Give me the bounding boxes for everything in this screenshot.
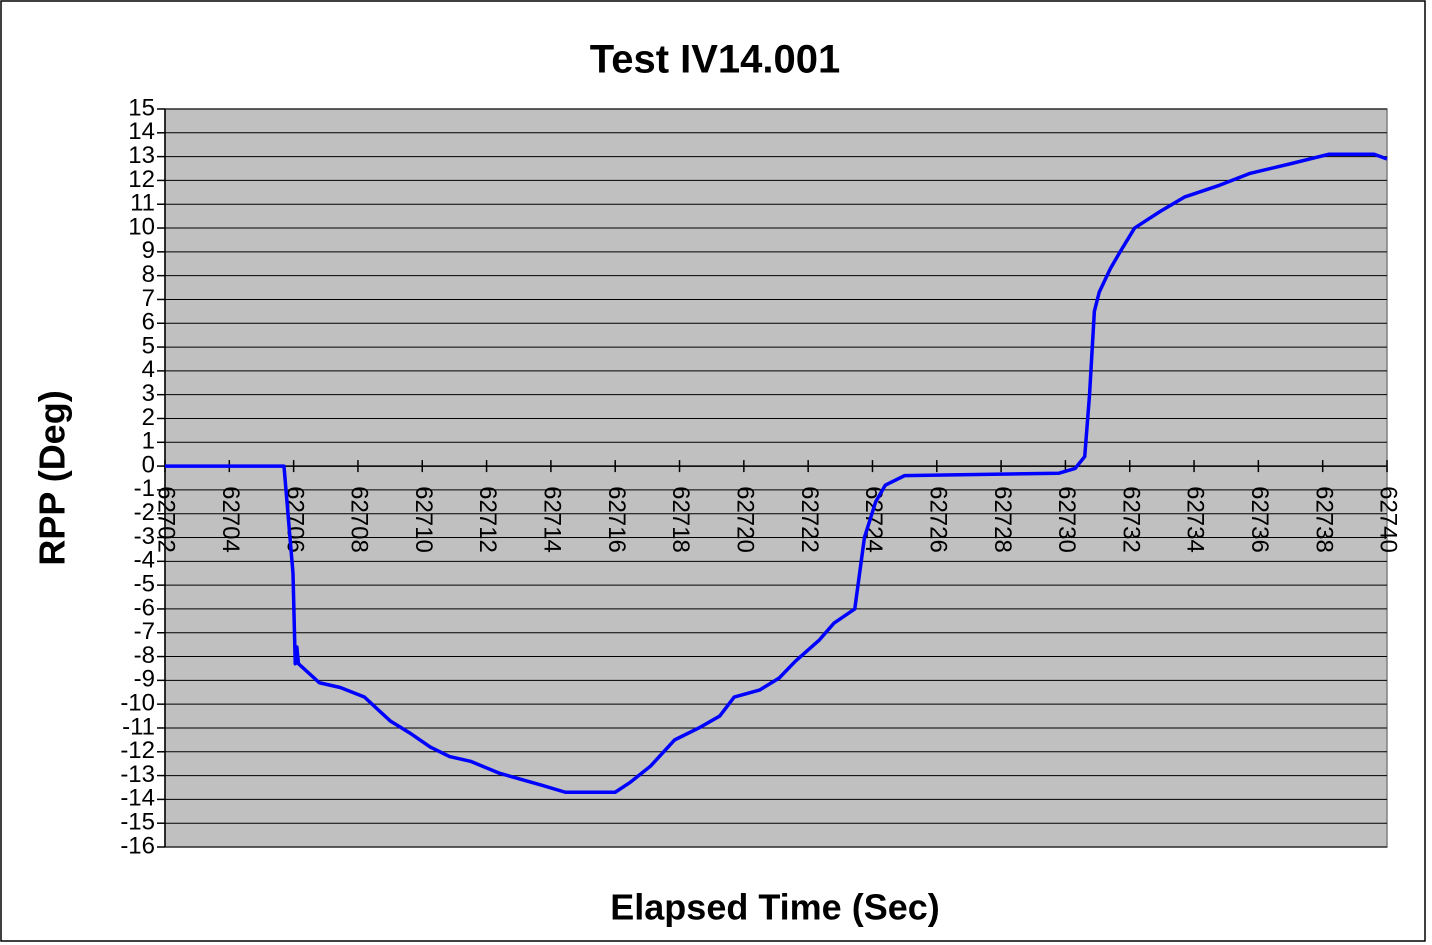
x-tick-label: 62728 <box>989 486 1016 553</box>
y-tick-label: -5 <box>134 570 155 597</box>
y-tick-label: 7 <box>142 285 155 312</box>
y-tick-label: -1 <box>134 475 155 502</box>
y-tick-label: -8 <box>134 642 155 669</box>
x-tick-label: 62708 <box>346 486 373 553</box>
y-tick-label: 15 <box>128 94 155 121</box>
y-tick-label: -13 <box>120 761 155 788</box>
x-tick-label: 62740 <box>1375 486 1402 553</box>
x-tick-label: 62718 <box>667 486 694 553</box>
x-tick-label: 62730 <box>1053 486 1080 553</box>
y-tick-label: 3 <box>142 380 155 407</box>
y-tick-label: -11 <box>122 713 155 740</box>
x-tick-label: 62732 <box>1117 486 1144 553</box>
y-tick-label: -10 <box>120 690 155 717</box>
y-tick-label: -3 <box>134 523 155 550</box>
x-tick-label: 62714 <box>539 486 566 553</box>
y-tick-label: 5 <box>142 332 155 359</box>
y-tick-label: -16 <box>120 832 155 859</box>
x-tick-label: 62704 <box>217 486 244 553</box>
x-tick-label: 62716 <box>603 486 630 553</box>
x-tick-label: 62738 <box>1310 486 1337 553</box>
y-tick-label: 4 <box>142 356 155 383</box>
y-tick-label: 14 <box>128 118 155 145</box>
x-tick-label: 62712 <box>474 486 501 553</box>
y-tick-label: 9 <box>142 237 155 264</box>
y-tick-label: -6 <box>134 594 155 621</box>
y-tick-label: 13 <box>128 142 155 169</box>
x-tick-label: 62702 <box>153 486 180 553</box>
y-tick-label: 8 <box>142 261 155 288</box>
x-tick-label: 62736 <box>1246 486 1273 553</box>
y-tick-label: -9 <box>134 666 155 693</box>
y-axis-label: RPP (Deg) <box>32 390 73 565</box>
y-tick-label: -2 <box>134 499 155 526</box>
x-tick-label: 62726 <box>924 486 951 553</box>
x-tick-label: 62722 <box>796 486 823 553</box>
x-axis-label: Elapsed Time (Sec) <box>610 887 939 928</box>
y-tick-label: -4 <box>134 547 155 574</box>
y-tick-label: -7 <box>134 618 155 645</box>
y-tick-label: 2 <box>142 404 155 431</box>
y-tick-label: -12 <box>120 737 155 764</box>
plot-area <box>164 108 1388 848</box>
y-tick-label: -15 <box>120 809 155 836</box>
x-tick-label: 62710 <box>410 486 437 553</box>
y-tick-label: 12 <box>128 166 155 193</box>
chart-title: Test IV14.001 <box>590 38 841 82</box>
x-tick-label: 62720 <box>731 486 758 553</box>
data-line <box>165 152 1388 794</box>
y-tick-label: -14 <box>120 785 155 812</box>
y-tick-label: 11 <box>130 190 155 217</box>
y-tick-label: 0 <box>142 451 155 478</box>
y-tick-label: 10 <box>128 213 155 240</box>
y-tick-label: 1 <box>142 428 155 455</box>
x-tick-label: 62734 <box>1182 486 1209 553</box>
y-tick-label: 6 <box>142 309 155 336</box>
